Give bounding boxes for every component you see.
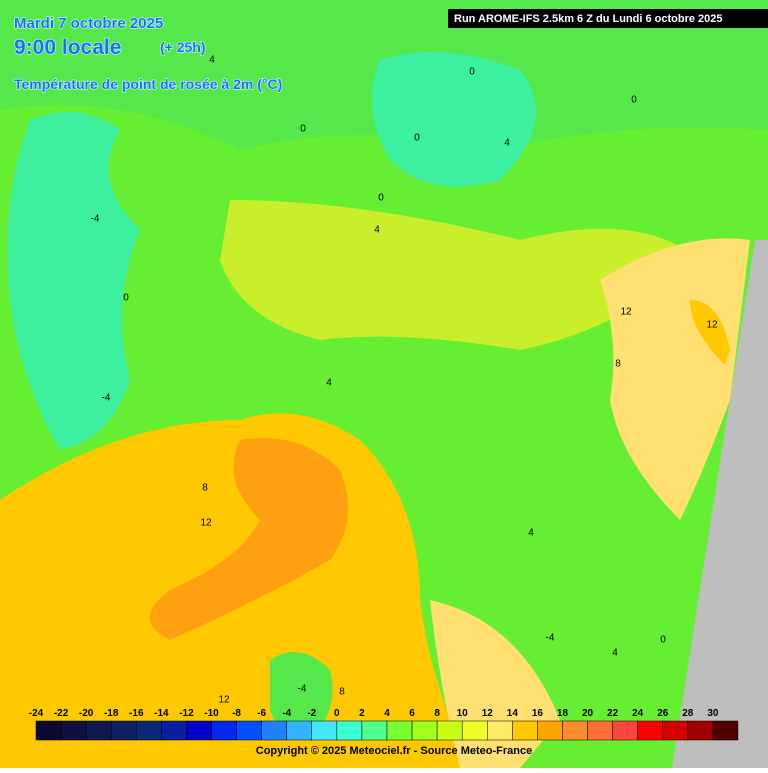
- legend-label: 2: [359, 708, 365, 719]
- adriatic-warm: [690, 300, 730, 365]
- legend-label: 30: [707, 708, 719, 719]
- contour-label: 0: [378, 193, 384, 204]
- legend-label: 24: [632, 708, 644, 719]
- legend-swatch: [136, 720, 162, 741]
- legend-swatch: [261, 720, 287, 741]
- legend-swatch: [161, 720, 187, 741]
- legend-swatch: [110, 720, 137, 741]
- legend-label: 18: [557, 708, 569, 719]
- legend-swatch: [411, 720, 438, 741]
- legend-swatch: [436, 720, 463, 741]
- legend-label: -16: [129, 708, 144, 719]
- legend-swatch: [386, 720, 413, 741]
- run-info: Run AROME-IFS 2.5km 6 Z du Lundi 6 octob…: [454, 13, 723, 25]
- run-box: [448, 9, 768, 28]
- legend-swatch: [35, 720, 62, 741]
- contour-label: -4: [546, 633, 555, 644]
- contour-label: 4: [528, 528, 534, 539]
- legend-swatch: [286, 720, 313, 741]
- legend-label: 8: [434, 708, 440, 719]
- contour-label: 4: [612, 648, 618, 659]
- legend-swatch: [712, 720, 739, 741]
- legend-swatch: [562, 720, 588, 741]
- legend-swatch: [85, 720, 112, 741]
- legend-label: 20: [582, 708, 594, 719]
- legend-label: -24: [29, 708, 44, 719]
- parameter: Température de point de rosée à 2m (°C): [14, 76, 282, 92]
- contour-label: 0: [123, 293, 129, 304]
- legend-swatch: [186, 720, 212, 741]
- contour-label: 4: [326, 378, 332, 389]
- legend-swatch: [587, 720, 613, 741]
- contour-label: 12: [218, 695, 230, 706]
- contour-label: 8: [339, 687, 345, 698]
- legend-swatch: [487, 720, 513, 741]
- contour-label: 4: [374, 225, 380, 236]
- legend-label: 26: [657, 708, 669, 719]
- legend-swatch: [60, 720, 87, 741]
- legend-swatch: [662, 720, 689, 741]
- legend-swatch: [687, 720, 714, 741]
- date: Mardi 7 octobre 2025: [14, 15, 163, 32]
- contour-label: -4: [102, 393, 111, 404]
- legend-label: -14: [154, 708, 169, 719]
- corsica: [270, 652, 333, 740]
- time: 9:00 locale: [14, 36, 121, 59]
- contour-label: 8: [202, 483, 208, 494]
- adriatic: [600, 238, 750, 520]
- legend-label: 16: [532, 708, 544, 719]
- legend-swatch: [612, 720, 638, 741]
- legend-label: -6: [257, 708, 266, 719]
- contour-label: 12: [200, 518, 212, 529]
- legend-label: 4: [384, 708, 390, 719]
- contour-label: -4: [91, 214, 100, 225]
- legend-label: -2: [307, 708, 316, 719]
- legend-swatch: [461, 720, 488, 741]
- cold-zone: [7, 112, 140, 450]
- legend-label: -12: [179, 708, 194, 719]
- legend-label: 22: [607, 708, 619, 719]
- contour-label: 12: [706, 320, 718, 331]
- legend-label: -8: [232, 708, 241, 719]
- legend-swatch: [336, 720, 363, 741]
- legend-label: 12: [482, 708, 494, 719]
- copyright: Copyright © 2025 Meteociel.fr - Source M…: [256, 745, 532, 757]
- contour-label: 12: [620, 307, 632, 318]
- contour-label: 4: [504, 138, 510, 149]
- legend-swatch: [537, 720, 563, 741]
- contour-label: 0: [660, 635, 666, 646]
- contour-label: 0: [631, 95, 637, 106]
- legend-label: -20: [79, 708, 94, 719]
- legend-label: -22: [54, 708, 69, 719]
- legend-label: 10: [457, 708, 469, 719]
- contour-label: 0: [300, 124, 306, 135]
- contour-label: 0: [469, 67, 475, 78]
- legend-swatch: [236, 720, 262, 741]
- legend-label: -4: [282, 708, 291, 719]
- legend-swatch: [512, 720, 538, 741]
- legend-swatch: [211, 720, 237, 741]
- legend-label: -10: [204, 708, 219, 719]
- lead-time: (+ 25h): [160, 39, 206, 55]
- legend-swatch: [637, 720, 663, 741]
- po-valley: [220, 200, 700, 350]
- legend-swatch: [311, 720, 338, 741]
- contour-label: 8: [615, 359, 621, 370]
- legend-label: 6: [409, 708, 415, 719]
- legend-label: 28: [682, 708, 694, 719]
- sea-warmer: [150, 438, 348, 640]
- contour-label: 4: [209, 55, 215, 66]
- contour-label: -4: [298, 684, 307, 695]
- outside-domain: [672, 240, 768, 768]
- legend-swatch: [361, 720, 388, 741]
- cold-zone: [372, 52, 536, 187]
- legend-label: 0: [334, 708, 340, 719]
- legend-label: -18: [104, 708, 119, 719]
- contour-label: 0: [414, 133, 420, 144]
- legend-label: 14: [507, 708, 519, 719]
